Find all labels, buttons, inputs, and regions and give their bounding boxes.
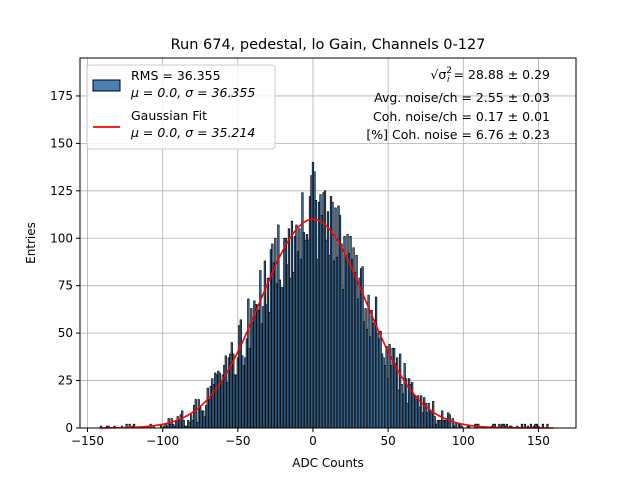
chart-title: Run 674, pedestal, lo Gain, Channels 0-1… [171, 37, 486, 53]
legend-fit-stats: μ = 0.0, σ = 35.214 [130, 125, 255, 140]
x-tick-label: −100 [146, 434, 179, 448]
y-tick-label: 100 [50, 231, 73, 245]
legend-histogram-label: RMS = 36.355 [131, 68, 221, 83]
x-axis-label: ADC Counts [292, 456, 364, 470]
grid-lines [80, 58, 576, 429]
legend-histogram-swatch [92, 79, 121, 92]
x-tick-label: −50 [225, 434, 250, 448]
annotation-coh-noise-percent: [%] Coh. noise = 6.76 ± 0.23 [366, 127, 550, 142]
x-tick-label: 50 [380, 434, 395, 448]
annotation-sigma: √σ2 i = 28.88 ± 0.29 [430, 66, 550, 85]
legend-box [86, 64, 276, 150]
y-tick-label: 150 [50, 136, 73, 150]
histogram-bars [99, 162, 549, 429]
y-axis-ticks: 0 25 50 75 100 125 150 175 [50, 89, 80, 435]
plot-frame [79, 57, 577, 429]
noise-annotations: √σ2 i = 28.88 ± 0.29 Avg. noise/ch = 2.55… [366, 66, 550, 142]
x-tick-label: 0 [309, 434, 317, 448]
y-axis-label: Entries [24, 222, 38, 264]
y-tick-label: 75 [58, 279, 73, 293]
y-tick-label: 0 [65, 421, 73, 435]
legend-histogram-stats: μ = 0.0, σ = 36.355 [130, 85, 255, 100]
y-tick-label: 125 [50, 184, 73, 198]
x-tick-label: −150 [71, 434, 104, 448]
legend-fit-label: Gaussian Fit [131, 108, 207, 123]
x-tick-label: 100 [452, 434, 475, 448]
x-axis-ticks: −150 −100 −50 0 50 100 150 [71, 428, 550, 448]
annotation-avg-noise: Avg. noise/ch = 2.55 ± 0.03 [374, 90, 550, 105]
gaussian-fit-curve [99, 218, 554, 429]
y-tick-label: 50 [58, 326, 73, 340]
x-tick-label: 150 [527, 434, 550, 448]
y-tick-label: 25 [58, 374, 73, 388]
y-tick-label: 175 [50, 89, 73, 103]
annotation-coh-noise: Coh. noise/ch = 0.17 ± 0.01 [373, 109, 550, 124]
legend: RMS = 36.355 μ = 0.0, σ = 36.355 Gaussia… [86, 64, 276, 150]
